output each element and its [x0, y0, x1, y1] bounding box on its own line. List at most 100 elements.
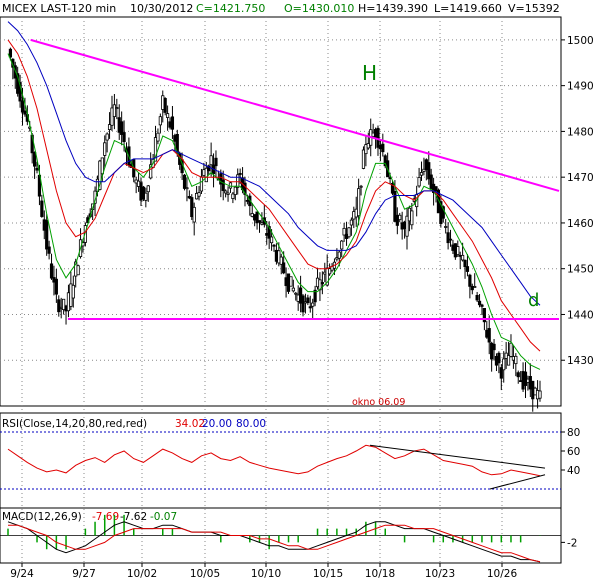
candle-body	[192, 206, 196, 223]
candle-body	[115, 107, 119, 109]
x-tick-label: 9/24	[10, 568, 34, 580]
candle-body	[33, 152, 37, 167]
candle-body	[311, 302, 315, 307]
candle-body	[468, 274, 472, 287]
rsi-trendline	[369, 444, 546, 469]
candle-body	[233, 186, 237, 195]
candle-body	[153, 137, 158, 162]
candle-body	[47, 246, 51, 254]
candle-body	[381, 143, 385, 153]
moving-average-line	[7, 21, 541, 306]
x-tick-label: 10/18	[365, 568, 395, 580]
candle-body	[182, 174, 187, 189]
macd-label: MACD(12,26,9)	[2, 511, 82, 523]
candle-body	[364, 144, 368, 155]
candle-body	[482, 308, 486, 323]
candle-body	[422, 168, 426, 172]
header-open: O=1430.010	[284, 2, 354, 15]
candle-body	[146, 185, 150, 193]
candle-body	[62, 298, 66, 310]
candle-body	[226, 192, 230, 195]
candle-body	[57, 299, 61, 313]
rsi-tick-label: 60	[567, 446, 580, 458]
candle-body	[207, 165, 211, 172]
trendlines	[30, 38, 560, 321]
y-tick-label: 1440	[567, 309, 594, 321]
x-tick-label: 10/10	[251, 568, 281, 580]
candle-body	[499, 367, 503, 379]
candle-body	[444, 226, 448, 228]
candle-body	[267, 226, 271, 239]
candle-body	[209, 155, 213, 166]
candle-body	[337, 251, 341, 259]
rsi-upper: 80.00	[236, 418, 266, 430]
candle-body	[54, 278, 58, 295]
y-tick-label: 1480	[567, 126, 594, 138]
candle-body	[492, 343, 496, 351]
candle-body	[427, 162, 431, 180]
candle-body	[477, 300, 482, 306]
y-tick-label: 1470	[567, 172, 594, 184]
candle-body	[294, 292, 298, 295]
candle-body	[313, 289, 317, 303]
candle-body	[149, 164, 153, 179]
x-tick-label: 9/27	[72, 568, 96, 580]
candle-body	[465, 266, 470, 272]
candle-body	[76, 265, 80, 276]
candle-body	[98, 160, 102, 190]
candle-body	[100, 157, 104, 175]
price-grid	[0, 17, 561, 563]
candle-body	[163, 98, 167, 113]
y-tick-label: 1460	[567, 218, 594, 230]
candle-body	[359, 185, 363, 188]
candle-body	[376, 127, 380, 148]
y-tick-label: 1500	[567, 35, 594, 47]
candle-body	[410, 210, 414, 226]
okno-label: okno 06.09	[352, 397, 405, 408]
candle-body	[506, 355, 511, 366]
candle-body	[320, 282, 324, 285]
candle-body	[405, 215, 409, 237]
candle-body	[456, 246, 460, 255]
candle-body	[45, 219, 49, 250]
x-tick-label: 10/23	[425, 568, 455, 580]
candle-body	[272, 244, 276, 247]
candle-body	[301, 295, 305, 313]
price-y-axis: 1500 1490 1480 1470 1460 1450 1440 1430	[561, 35, 594, 367]
candle-body	[197, 192, 201, 197]
candle-body	[349, 219, 353, 226]
y-tick-label: 1490	[567, 81, 594, 93]
candle-body	[461, 254, 465, 261]
header-symbol: MICEX LAST-120 min	[2, 2, 116, 15]
candle-body	[487, 328, 491, 343]
candle-body	[340, 240, 344, 250]
macd-signal-line	[8, 524, 541, 563]
candle-body	[291, 287, 295, 292]
candle-body	[221, 179, 225, 191]
candle-body	[20, 100, 25, 113]
rsi-tick-label: 80	[567, 427, 580, 439]
candle-body	[282, 262, 286, 274]
candle-body	[23, 110, 27, 115]
header-close: C=1421.750	[196, 2, 265, 15]
rsi-series: 80 60 40	[0, 427, 580, 490]
header-high: H=1439.390	[358, 2, 428, 15]
candle-body	[40, 200, 44, 217]
candle-body	[419, 172, 424, 176]
candle-body	[366, 143, 370, 149]
candle-body	[120, 121, 124, 135]
candle-body	[480, 304, 484, 307]
macd-series: -2	[0, 514, 577, 563]
macd-tick-label: -2	[567, 537, 577, 549]
rsi-lower: 20.00	[202, 418, 232, 430]
candle-body	[390, 183, 395, 194]
candle-body	[514, 355, 518, 365]
candle-body	[219, 173, 223, 185]
moving-averages	[7, 21, 541, 370]
candle-body	[105, 133, 109, 141]
rsi-value: 34.02	[175, 418, 205, 430]
y-tick-label: 1430	[567, 355, 594, 367]
x-tick-label: 10/15	[313, 568, 343, 580]
candle-body	[417, 177, 421, 187]
rsi-label: RSI(Close,14,20,80,red,red)	[2, 418, 147, 430]
